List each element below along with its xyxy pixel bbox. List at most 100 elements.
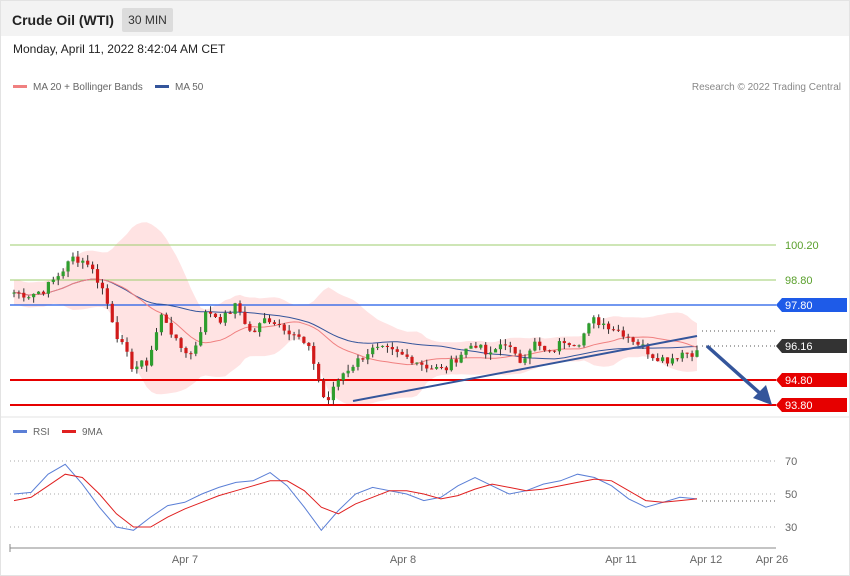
- candle-body: [351, 366, 355, 371]
- projection-arrow-shaft: [705, 344, 765, 398]
- candle-body: [277, 323, 281, 325]
- candle-body: [297, 334, 301, 337]
- candle-body: [287, 330, 291, 335]
- candle-body: [474, 345, 478, 348]
- current-price-label: 96.16: [785, 341, 813, 353]
- rsi-legend-label: RSI: [33, 427, 50, 438]
- candle-body: [213, 313, 218, 317]
- candle-body: [430, 368, 434, 370]
- support-tag-93-80: [776, 398, 847, 412]
- rsi-tick-30: 30: [785, 522, 797, 534]
- candle-body: [120, 339, 124, 343]
- candle-body: [543, 345, 547, 351]
- candle-body: [410, 356, 414, 364]
- projection-arrowhead: [753, 385, 772, 405]
- candle-body: [528, 350, 532, 359]
- ma20-legend-label: MA 20 + Bollinger Bands: [33, 82, 143, 93]
- candle-body: [611, 329, 616, 331]
- candle-body: [149, 349, 154, 366]
- candle-body: [27, 297, 31, 299]
- candle-body: [100, 282, 105, 289]
- candle-body: [434, 367, 439, 369]
- candle-body: [223, 312, 227, 323]
- ma20-legend-swatch: [13, 85, 27, 88]
- support-tag-94-80: [776, 373, 847, 387]
- candle-body: [371, 347, 375, 355]
- candle-body: [76, 256, 80, 263]
- candle-body: [253, 330, 257, 333]
- candle-body: [199, 332, 203, 346]
- candle-body: [208, 311, 213, 314]
- trendline: [352, 335, 698, 402]
- current-price-tag: [776, 339, 847, 353]
- candle-body: [621, 330, 625, 337]
- candle-body: [105, 288, 109, 304]
- candle-body: [454, 359, 458, 363]
- candle-body: [233, 303, 237, 314]
- candle-body: [312, 345, 316, 364]
- rsi-9ma-line: [13, 473, 698, 528]
- candle-body: [420, 362, 424, 365]
- candle-body: [258, 323, 262, 333]
- candle-body: [582, 333, 586, 346]
- candle-body: [513, 346, 517, 354]
- candle-body: [326, 397, 331, 401]
- candle-body: [41, 291, 46, 294]
- candle-body: [243, 311, 247, 324]
- candle-body: [248, 323, 252, 331]
- candle-body: [464, 348, 468, 355]
- candle-body: [680, 352, 684, 359]
- candle-body: [567, 343, 571, 346]
- chart-title: Crude Oil (WTI): [12, 12, 114, 28]
- candle-body: [395, 349, 399, 352]
- candle-body: [95, 269, 100, 283]
- candle-body: [361, 358, 365, 360]
- ma20-line: [13, 278, 698, 366]
- candle-body: [415, 362, 419, 364]
- rsi-line: [13, 463, 698, 532]
- level-label-100-20: 100.20: [785, 240, 819, 252]
- candle-body: [469, 345, 473, 349]
- candle-body: [12, 292, 16, 294]
- candle-body: [385, 345, 390, 348]
- candle-body: [685, 352, 689, 354]
- candle-body: [218, 316, 222, 323]
- candle-body: [317, 363, 321, 381]
- level-label-97-80: 97.80: [785, 300, 813, 312]
- candle-body: [508, 345, 512, 347]
- candle-body: [110, 303, 114, 323]
- rsi-tick-70: 70: [785, 456, 797, 468]
- candle-body: [336, 380, 340, 387]
- candle-body: [405, 354, 409, 357]
- candle-body: [400, 351, 404, 355]
- candle-body: [154, 332, 159, 350]
- candle-body: [523, 358, 527, 363]
- candle-body: [71, 256, 75, 262]
- candle-body: [518, 353, 522, 363]
- candle-body: [140, 360, 144, 367]
- candle-body: [91, 264, 95, 270]
- candle-body: [159, 314, 164, 333]
- candle-body: [498, 344, 503, 350]
- candle-body: [81, 260, 85, 263]
- candle-body: [690, 353, 694, 357]
- candle-body: [17, 292, 21, 294]
- candle-body: [194, 345, 198, 354]
- candle-body: [135, 366, 139, 370]
- candle-body: [366, 354, 370, 360]
- timeframe-badge[interactable]: 30 MIN: [122, 8, 173, 32]
- candle-body: [626, 336, 630, 338]
- ma9-legend-label: 9MA: [82, 427, 103, 438]
- ma50-legend-swatch: [155, 85, 169, 88]
- candle-body: [307, 342, 311, 346]
- candle-body: [56, 276, 60, 280]
- candle-body: [479, 344, 483, 348]
- candle-body: [184, 347, 188, 354]
- candle-body: [130, 351, 134, 370]
- candle-body: [179, 338, 183, 348]
- candle-body: [380, 345, 385, 347]
- candle-body: [449, 359, 453, 371]
- candle-body: [302, 336, 306, 343]
- candle-body: [661, 357, 665, 362]
